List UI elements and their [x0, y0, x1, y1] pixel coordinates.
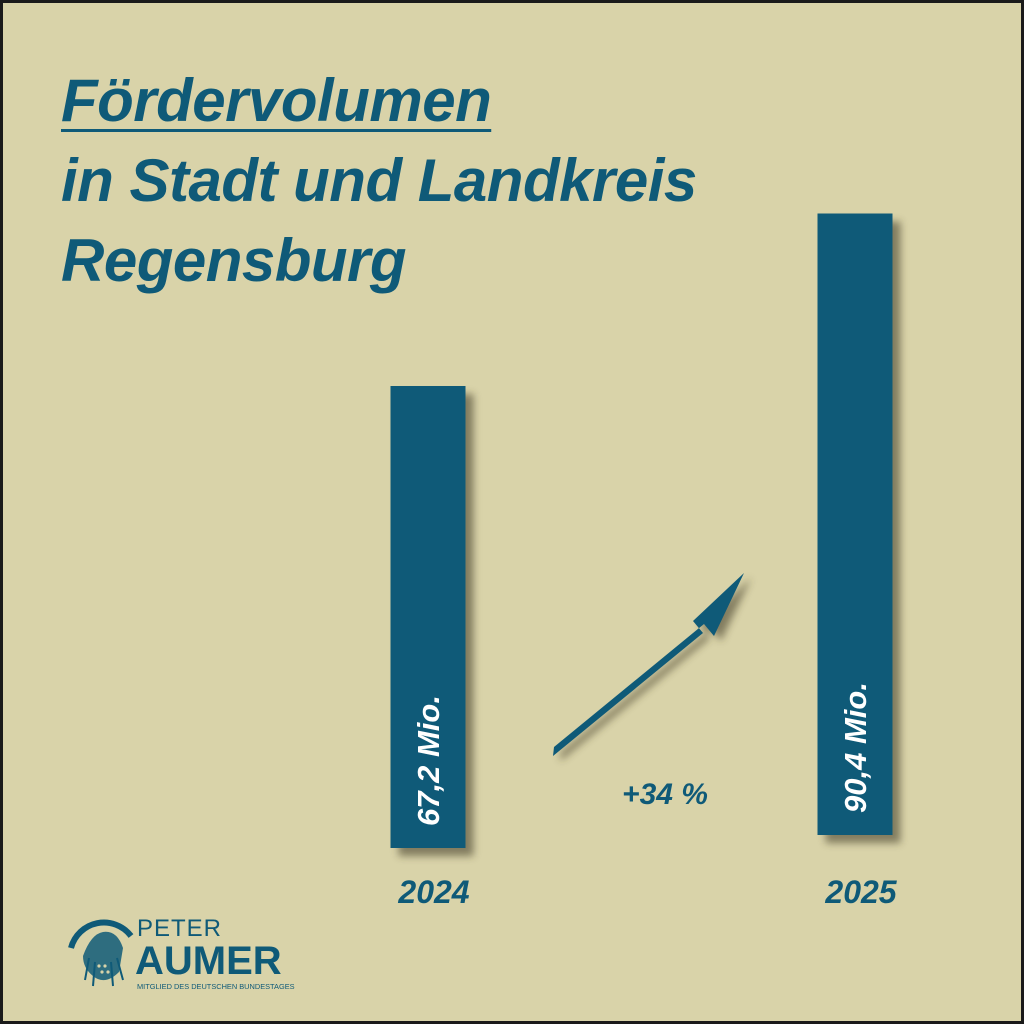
growth-label: +34 %	[622, 778, 708, 811]
bar-2025	[817, 213, 893, 835]
bar-value-label-2024: 67,2 Mio.	[411, 695, 446, 826]
chart-title: Fördervolumen in Stadt und Landkreis Reg…	[61, 61, 697, 301]
arrow-up-right-icon	[553, 573, 744, 756]
title-line-1: Fördervolumen	[61, 67, 492, 134]
logo-last-name: AUMER	[135, 939, 282, 983]
bar-chart: 67,2 Mio. 2024 90,4 Mio. 2025 +34 %	[390, 213, 901, 910]
logo: PETER AUMER MITGLIED DES DEUTSCHEN BUNDE…	[68, 915, 295, 991]
category-label-2024: 2024	[397, 874, 469, 910]
category-label-2025: 2025	[824, 874, 897, 910]
title-line-2: in Stadt und Landkreis	[61, 147, 697, 214]
logo-first-name: PETER	[137, 915, 222, 942]
logo-subtitle: MITGLIED DES DEUTSCHEN BUNDESTAGES	[137, 982, 295, 991]
bar-value-label-2025: 90,4 Mio.	[838, 682, 873, 813]
bar-2024	[390, 386, 466, 848]
title-line-3: Regensburg	[61, 227, 407, 294]
growth-arrow	[553, 573, 751, 761]
eagle-icon	[68, 919, 134, 987]
